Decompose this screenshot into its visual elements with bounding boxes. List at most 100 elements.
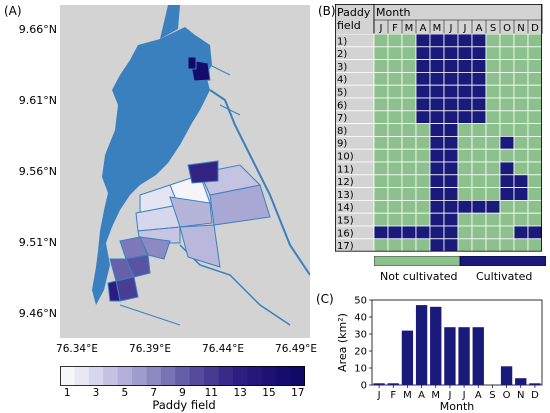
y-tick-label-40: 40 [354, 313, 367, 324]
cell-r7-m1 [373, 110, 389, 125]
cell-r15-m11 [513, 212, 529, 227]
cell-r3-m5 [429, 59, 445, 73]
row-label-2: 2) [337, 49, 347, 60]
cell-r9-m6 [443, 135, 459, 150]
cell-r17-m6 [443, 238, 459, 253]
panel-c-label: (C) [316, 292, 334, 306]
cell-r6-m8 [471, 97, 487, 112]
cell-r1-m3 [401, 33, 417, 48]
map-x-tick-1: 76.34°E [56, 343, 98, 355]
cell-r17-m7 [457, 238, 473, 253]
cell-r17-m3 [401, 238, 417, 253]
cell-r2-m1 [373, 46, 389, 60]
row-label-12: 12) [337, 177, 354, 188]
cell-r2-m3 [401, 46, 417, 60]
cell-r10-m10 [499, 148, 515, 163]
paddy-field-map [60, 5, 310, 338]
cell-r12-m3 [401, 174, 417, 189]
cell-r9-m3 [401, 135, 417, 150]
cell-r16-m9 [485, 225, 501, 240]
cell-r8-m7 [457, 123, 473, 137]
lake-south-channel [92, 243, 110, 305]
cell-r10-m9 [485, 148, 501, 163]
cell-r4-m7 [457, 72, 473, 86]
cell-r2-m12 [527, 46, 543, 60]
cell-r10-m7 [457, 148, 473, 163]
cell-r11-m8 [471, 161, 487, 176]
cell-r10-m5 [429, 148, 445, 163]
cell-r15-m1 [373, 212, 389, 227]
cell-r16-m5 [429, 225, 445, 240]
colorbar-step-3 [88, 366, 104, 386]
map-x-tick-2: 76.39°E [129, 343, 171, 355]
cell-r5-m1 [373, 84, 389, 99]
cell-r11-m12 [527, 161, 543, 176]
cell-r2-m10 [499, 46, 515, 60]
month-col-10: O [503, 23, 511, 34]
cell-r6-m3 [401, 97, 417, 112]
table-frame [335, 4, 542, 252]
cell-r7-m11 [513, 110, 529, 125]
cell-r6-m9 [485, 97, 501, 112]
colorbar-tick-1: 1 [63, 387, 71, 399]
month-col-4: A [420, 23, 427, 34]
legend-cultivated-label: Cultivated [476, 270, 533, 283]
cell-r11-m6 [443, 161, 459, 176]
cell-r12-m10 [499, 174, 515, 189]
map-y-tick-5: 9.46°N [18, 307, 57, 320]
cell-r6-m11 [513, 97, 529, 112]
bar-10-O [500, 366, 513, 385]
bar-5-M [430, 306, 442, 385]
colorbar-step-12 [218, 366, 234, 386]
x-tick-label-2: F [390, 390, 396, 401]
cell-r8-m1 [373, 123, 389, 137]
cell-r13-m11 [513, 187, 529, 201]
row-label-5: 5) [337, 88, 347, 99]
month-col-5: M [433, 23, 442, 34]
cell-r1-m12 [527, 33, 543, 48]
cell-r14-m12 [527, 199, 543, 214]
cell-r12-m12 [527, 174, 543, 189]
y-tick-label-10: 10 [354, 364, 367, 375]
cell-r16-m10 [499, 225, 515, 240]
colorbar-step-13 [232, 366, 248, 386]
paddy-field-5 [169, 196, 213, 228]
cell-r13-m12 [527, 187, 543, 201]
cell-r15-m9 [485, 212, 501, 227]
colorbar-tick-3: 3 [92, 387, 100, 399]
bar-7-J [458, 327, 470, 385]
cell-r4-m10 [499, 72, 515, 86]
cell-r13-m3 [401, 187, 417, 201]
cell-r10-m2 [387, 148, 403, 163]
cell-r7-m2 [387, 110, 403, 125]
cell-r4-m11 [513, 72, 529, 86]
cell-r16-m6 [443, 225, 459, 240]
cell-r17-m11 [513, 238, 529, 253]
y-tick-label-20: 20 [354, 347, 367, 358]
colorbar-step-15 [261, 366, 277, 386]
cell-r3-m1 [373, 59, 389, 73]
cell-r2-m9 [485, 46, 501, 60]
cell-r17-m2 [387, 238, 403, 253]
month-col-11: N [517, 23, 524, 34]
cell-r8-m2 [387, 123, 403, 137]
cell-r12-m6 [443, 174, 459, 189]
x-axis-label: Month [440, 400, 475, 412]
cell-r12-m9 [485, 174, 501, 189]
colorbar-step-16 [276, 366, 292, 386]
cell-r9-m10 [499, 135, 515, 150]
cultivation-legend-bar [374, 256, 546, 266]
bar-2-F [387, 383, 399, 385]
cell-r5-m6 [443, 84, 459, 99]
cell-r9-m12 [527, 135, 543, 150]
cell-r13-m2 [387, 187, 403, 201]
cell-r11-m4 [415, 161, 431, 176]
cell-r5-m8 [471, 84, 487, 99]
row-label-13: 13) [337, 190, 354, 201]
cell-r1-m2 [387, 33, 403, 48]
cell-r4-m5 [429, 72, 445, 86]
cell-r5-m5 [429, 84, 445, 99]
cell-r5-m4 [415, 84, 431, 99]
colorbar-tick-13: 13 [233, 387, 247, 399]
cell-r17-m8 [471, 238, 487, 253]
